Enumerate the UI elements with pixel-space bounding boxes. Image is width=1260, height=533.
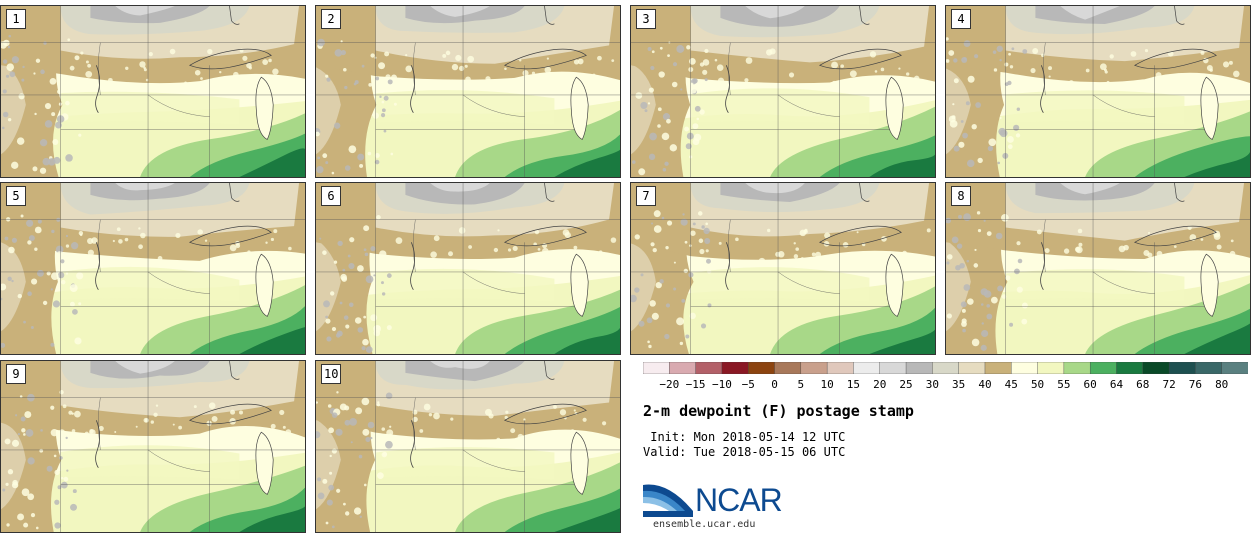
colorbar-tick-label: 80	[1215, 378, 1229, 391]
colorbar-tick-label: 50	[1030, 378, 1045, 391]
map-7	[631, 183, 935, 354]
member-label-6: 6	[321, 186, 341, 206]
colorbar-swatch	[1142, 362, 1170, 374]
colorbar-swatch	[748, 362, 776, 374]
colorbar-swatch	[1195, 362, 1223, 374]
colorbar-tick-label: −10	[711, 378, 732, 391]
stamp-panel-2: 2	[315, 5, 621, 178]
colorbar-tick-label: 5	[797, 378, 805, 391]
colorbar-swatch	[984, 362, 1012, 374]
stamp-panel-4: 4	[945, 5, 1251, 178]
member-label-4: 4	[951, 9, 971, 29]
colorbar-swatch	[853, 362, 881, 374]
stamp-panel-6: 6	[315, 182, 621, 355]
map-10	[316, 361, 620, 532]
member-label-7: 7	[636, 186, 656, 206]
stamp-panel-8: 8	[945, 182, 1251, 355]
colorbar-tick-label: 30	[925, 378, 939, 391]
member-label-9: 9	[6, 364, 26, 384]
colorbar-tick-label: 68	[1136, 378, 1150, 391]
colorbar-swatch	[958, 362, 986, 374]
map-5	[1, 183, 305, 354]
colorbar-swatch	[774, 362, 802, 374]
colorbar-swatch	[1116, 362, 1144, 374]
colorbar-swatch	[1037, 362, 1065, 374]
plot-title: 2-m dewpoint (F) postage stamp	[643, 402, 914, 420]
ncar-logo-text: NCAR	[695, 482, 783, 518]
map-4	[946, 6, 1250, 177]
map-8	[946, 183, 1250, 354]
colorbar-tick-label: 55	[1057, 378, 1071, 391]
colorbar-tick-label: 0	[771, 378, 778, 391]
colorbar-swatch	[879, 362, 907, 374]
colorbar-swatch	[1221, 362, 1248, 374]
colorbar-swatch	[826, 362, 855, 374]
stamp-panel-5: 5	[0, 182, 306, 355]
colorbar-tick-label: 60	[1083, 378, 1097, 391]
member-label-1: 1	[6, 9, 26, 29]
colorbar-tick-label: −15	[685, 378, 706, 391]
init-time: Init: Mon 2018-05-14 12 UTC	[643, 430, 846, 444]
colorbar-tick-label: 64	[1109, 378, 1124, 391]
colorbar-swatch	[669, 362, 697, 374]
member-label-5: 5	[6, 186, 26, 206]
colorbar-tick-label: 40	[978, 378, 992, 391]
colorbar-tick-label: 76	[1188, 378, 1203, 391]
stamp-panel-7: 7	[630, 182, 936, 355]
stamp-panel-1: 1	[0, 5, 306, 178]
colorbar-swatch	[695, 362, 723, 374]
colorbar-tick-label: 15	[846, 378, 861, 391]
colorbar-swatch	[643, 362, 671, 374]
colorbar-tick-label: 10	[820, 378, 834, 391]
valid-time: Valid: Tue 2018-05-15 06 UTC	[643, 445, 846, 459]
colorbar-swatch	[1063, 362, 1091, 374]
map-6	[316, 183, 620, 354]
colorbar-tick-label: 72	[1162, 378, 1176, 391]
member-label-8: 8	[951, 186, 971, 206]
colorbar-swatch	[932, 362, 960, 374]
member-label-3: 3	[636, 9, 656, 29]
colorbar-swatch	[721, 362, 749, 374]
colorbar-tick-label: 35	[952, 378, 966, 391]
stamp-panel-10: 10	[315, 360, 621, 533]
colorbar-tick-label: 25	[899, 378, 913, 391]
colorbar-tick-labels: −20 −15 −10 −5 0 5 10 15 20 25 30 35 40 45 50 55 60 64 68 7…	[630, 378, 1260, 392]
ncar-logo-icon	[643, 484, 693, 517]
colorbar-swatch	[905, 362, 934, 374]
dewpoint-colorbar	[643, 362, 1248, 374]
stamp-panel-3: 3	[630, 5, 936, 178]
colorbar-swatch	[1089, 362, 1118, 374]
map-9	[1, 361, 305, 532]
colorbar-swatch	[1168, 362, 1197, 374]
colorbar-tick-label: 20	[873, 378, 887, 391]
colorbar-tick-label: −20	[659, 378, 680, 391]
map-2	[316, 6, 620, 177]
map-3	[631, 6, 935, 177]
stamp-panel-9: 9	[0, 360, 306, 533]
logo-url: ensemble.ucar.edu	[653, 519, 756, 530]
colorbar-swatch	[800, 362, 828, 374]
map-1	[1, 6, 305, 177]
colorbar-tick-label: −5	[741, 378, 755, 391]
colorbar-tick-label: 45	[1004, 378, 1018, 391]
colorbar-swatch	[1011, 362, 1039, 374]
member-label-10: 10	[321, 364, 342, 384]
member-label-2: 2	[321, 9, 341, 29]
